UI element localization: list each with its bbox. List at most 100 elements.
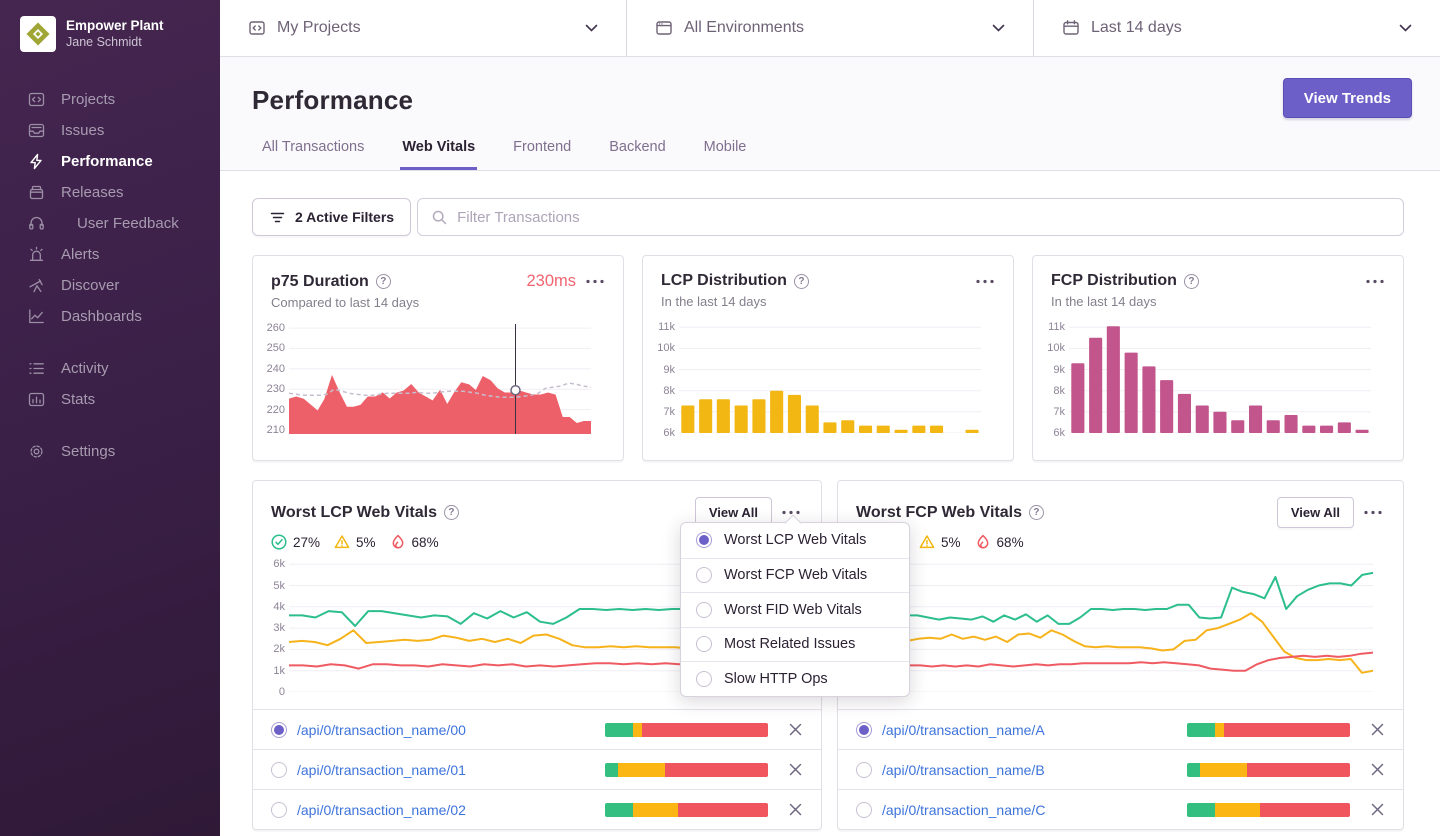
chevron-down-icon bbox=[992, 24, 1005, 32]
tab-mobile[interactable]: Mobile bbox=[702, 131, 749, 170]
close-icon[interactable] bbox=[1370, 722, 1385, 737]
transaction-link[interactable]: /api/0/transaction_name/C bbox=[882, 802, 1177, 818]
view-all-button[interactable]: View All bbox=[1277, 497, 1354, 528]
help-icon[interactable] bbox=[376, 274, 391, 289]
sidebar-item-releases[interactable]: Releases bbox=[0, 177, 220, 208]
card-menu-ellipsis-icon[interactable] bbox=[973, 275, 997, 288]
menu-item-most-related-issues[interactable]: Most Related Issues bbox=[681, 627, 909, 662]
menu-item-worst-lcp[interactable]: Worst LCP Web Vitals bbox=[681, 523, 909, 558]
card-title: LCP Distribution bbox=[661, 272, 787, 290]
global-filter-bar: My Projects All Environments Last 14 day… bbox=[220, 0, 1440, 57]
tab-all-transactions[interactable]: All Transactions bbox=[260, 131, 366, 170]
date-range-selector[interactable]: Last 14 days bbox=[1033, 0, 1440, 56]
close-icon[interactable] bbox=[788, 762, 803, 777]
sidebar: Empower Plant Jane Schmidt Projects Issu… bbox=[0, 0, 220, 836]
menu-item-slow-http-ops[interactable]: Slow HTTP Ops bbox=[681, 661, 909, 696]
fcp-y-axis: 11k10k9k8k7k6k bbox=[1041, 323, 1069, 433]
table-row: /api/0/transaction_name/C bbox=[838, 789, 1403, 829]
transaction-radio[interactable] bbox=[271, 762, 287, 778]
card-menu-ellipsis-icon[interactable] bbox=[1361, 506, 1385, 519]
sidebar-item-activity[interactable]: Activity bbox=[0, 353, 220, 384]
close-icon[interactable] bbox=[788, 802, 803, 817]
tab-frontend[interactable]: Frontend bbox=[511, 131, 573, 170]
transaction-link[interactable]: /api/0/transaction_name/A bbox=[882, 722, 1177, 738]
issues-icon bbox=[27, 122, 45, 139]
project-selector[interactable]: My Projects bbox=[220, 0, 626, 56]
check-circle-icon bbox=[271, 534, 287, 550]
main-content: 2 Active Filters Filter Transactions p75… bbox=[220, 171, 1440, 836]
page-title: Performance bbox=[252, 85, 413, 116]
close-icon[interactable] bbox=[1370, 802, 1385, 817]
transaction-radio[interactable] bbox=[271, 802, 287, 818]
transaction-radio[interactable] bbox=[271, 722, 287, 738]
flame-icon bbox=[975, 534, 991, 550]
transaction-radio[interactable] bbox=[856, 762, 872, 778]
table-row: /api/0/transaction_name/02 bbox=[253, 789, 821, 829]
sidebar-item-alerts[interactable]: Alerts bbox=[0, 239, 220, 270]
releases-icon bbox=[27, 184, 45, 201]
environment-selector[interactable]: All Environments bbox=[626, 0, 1033, 56]
transaction-link[interactable]: /api/0/transaction_name/02 bbox=[297, 802, 595, 818]
help-icon[interactable] bbox=[444, 505, 459, 520]
discover-icon bbox=[27, 277, 45, 294]
help-icon[interactable] bbox=[1029, 505, 1044, 520]
org-switcher[interactable]: Empower Plant Jane Schmidt bbox=[0, 0, 220, 52]
sidebar-item-performance[interactable]: Performance bbox=[0, 146, 220, 177]
transaction-link[interactable]: /api/0/transaction_name/01 bbox=[297, 762, 595, 778]
p75-value: 230ms bbox=[526, 272, 576, 291]
flame-icon bbox=[390, 534, 406, 550]
environment-selector-value: All Environments bbox=[684, 19, 981, 37]
active-filters-button[interactable]: 2 Active Filters bbox=[252, 198, 411, 236]
menu-item-worst-fcp[interactable]: Worst FCP Web Vitals bbox=[681, 558, 909, 593]
search-placeholder: Filter Transactions bbox=[457, 209, 580, 226]
vitals-stacked-bar bbox=[1187, 723, 1350, 737]
transaction-search-input[interactable]: Filter Transactions bbox=[417, 198, 1404, 236]
close-icon[interactable] bbox=[1370, 762, 1385, 777]
sidebar-item-issues[interactable]: Issues bbox=[0, 115, 220, 146]
transaction-link[interactable]: /api/0/transaction_name/00 bbox=[297, 722, 595, 738]
sidebar-item-label: Performance bbox=[61, 153, 153, 170]
sidebar-item-label: Discover bbox=[61, 277, 119, 294]
lcp-bar-chart[interactable] bbox=[679, 323, 981, 433]
sidebar-item-label: Alerts bbox=[61, 246, 99, 263]
dashboards-icon bbox=[27, 308, 45, 325]
tab-backend[interactable]: Backend bbox=[607, 131, 667, 170]
alerts-icon bbox=[27, 246, 45, 263]
menu-radio bbox=[696, 671, 712, 687]
menu-item-worst-fid[interactable]: Worst FID Web Vitals bbox=[681, 592, 909, 627]
card-menu-ellipsis-icon[interactable] bbox=[583, 275, 607, 288]
menu-item-label: Worst FCP Web Vitals bbox=[724, 567, 867, 583]
fcp-bar-chart[interactable] bbox=[1069, 323, 1371, 433]
view-trends-button[interactable]: View Trends bbox=[1283, 78, 1412, 118]
card-title: Worst LCP Web Vitals bbox=[271, 504, 437, 522]
meh-percent: 5% bbox=[356, 535, 376, 550]
sidebar-item-dashboards[interactable]: Dashboards bbox=[0, 301, 220, 332]
sidebar-item-settings[interactable]: Settings bbox=[0, 436, 220, 467]
activity-icon bbox=[27, 360, 45, 377]
transaction-radio[interactable] bbox=[856, 802, 872, 818]
help-icon[interactable] bbox=[1184, 274, 1199, 289]
transaction-link[interactable]: /api/0/transaction_name/B bbox=[882, 762, 1177, 778]
lcp-y-axis: 11k10k9k8k7k6k bbox=[651, 323, 679, 433]
card-menu-ellipsis-icon[interactable] bbox=[1363, 275, 1387, 288]
sidebar-item-discover[interactable]: Discover bbox=[0, 270, 220, 301]
help-icon[interactable] bbox=[794, 274, 809, 289]
transaction-radio[interactable] bbox=[856, 722, 872, 738]
meh-percent: 5% bbox=[941, 535, 961, 550]
sidebar-item-label: Projects bbox=[61, 91, 115, 108]
worst-fcp-line-chart[interactable] bbox=[874, 560, 1373, 692]
sidebar-item-label: Issues bbox=[61, 122, 104, 139]
sidebar-item-stats[interactable]: Stats bbox=[0, 384, 220, 415]
menu-radio bbox=[696, 636, 712, 652]
table-row: /api/0/transaction_name/00 bbox=[253, 709, 821, 749]
search-icon bbox=[431, 209, 448, 226]
sidebar-item-user-feedback[interactable]: User Feedback bbox=[0, 208, 220, 239]
tab-web-vitals[interactable]: Web Vitals bbox=[400, 131, 477, 170]
card-title: p75 Duration bbox=[271, 273, 369, 291]
settings-gear-icon bbox=[27, 443, 45, 460]
org-avatar bbox=[20, 16, 56, 52]
sidebar-item-projects[interactable]: Projects bbox=[0, 84, 220, 115]
transaction-list: /api/0/transaction_name/A /api/0/transac… bbox=[838, 709, 1403, 829]
close-icon[interactable] bbox=[788, 722, 803, 737]
p75-area-chart[interactable] bbox=[289, 324, 591, 434]
